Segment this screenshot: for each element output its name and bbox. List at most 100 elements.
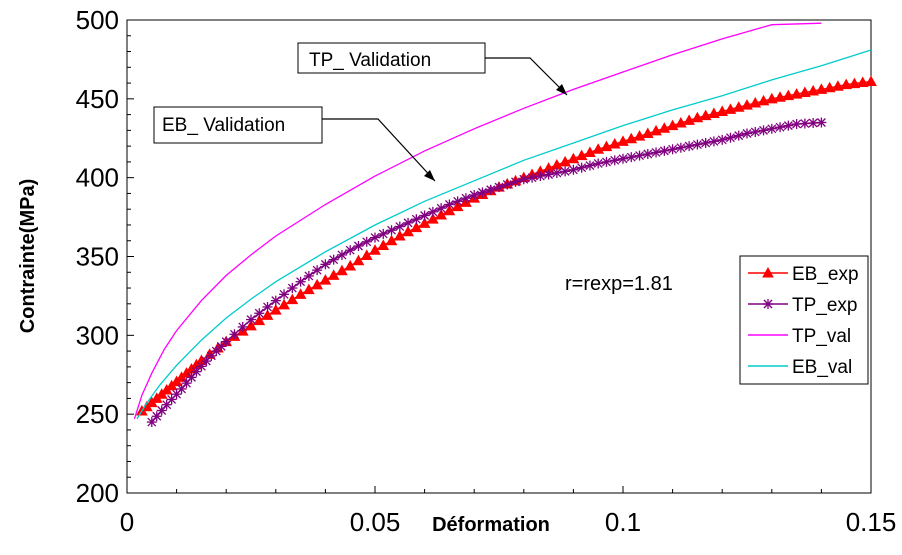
data-point-tp-exp bbox=[684, 141, 695, 152]
data-point-tp-exp bbox=[783, 120, 794, 131]
data-point-eb-exp bbox=[807, 84, 819, 96]
r-value-annotation: r=rexp=1.81 bbox=[565, 273, 673, 295]
data-point-tp-exp bbox=[717, 134, 728, 145]
x-tick-label: 0.1 bbox=[605, 507, 641, 537]
data-point-tp-exp bbox=[634, 150, 645, 161]
legend-box bbox=[739, 255, 869, 385]
data-point-eb-exp bbox=[865, 75, 877, 86]
data-point-eb-exp bbox=[732, 101, 745, 112]
legend-label-tp-val: TP_val bbox=[792, 326, 851, 347]
data-point-eb-exp bbox=[278, 298, 290, 310]
data-point-tp-exp bbox=[708, 136, 719, 147]
data-point-tp-exp bbox=[692, 139, 703, 150]
data-point-tp-exp bbox=[502, 179, 513, 190]
data-point-eb-exp bbox=[823, 81, 836, 93]
data-point-tp-exp bbox=[452, 196, 463, 207]
data-point-tp-exp bbox=[201, 356, 212, 367]
data-point-tp-exp bbox=[477, 187, 488, 198]
data-point-tp-exp bbox=[609, 155, 620, 166]
data-point-tp-exp bbox=[618, 153, 628, 164]
data-point-eb-exp bbox=[344, 259, 357, 271]
data-point-tp-exp bbox=[485, 184, 496, 195]
series-eb-exp bbox=[136, 75, 877, 416]
data-point-tp-exp bbox=[626, 152, 637, 163]
data-point-tp-exp bbox=[460, 193, 471, 204]
data-point-tp-exp bbox=[328, 254, 339, 265]
data-point-eb-exp bbox=[699, 109, 712, 121]
data-point-eb-exp bbox=[782, 89, 795, 101]
data-point-tp-exp bbox=[775, 122, 786, 133]
data-point-tp-exp bbox=[411, 214, 422, 225]
data-point-tp-exp bbox=[799, 118, 810, 129]
data-point-eb-exp bbox=[294, 288, 307, 299]
series-layer bbox=[133, 22, 877, 428]
data-point-tp-exp bbox=[394, 221, 405, 232]
data-point-eb-exp bbox=[856, 76, 869, 88]
x-tick-label: 0 bbox=[120, 507, 134, 537]
data-point-eb-exp bbox=[815, 83, 828, 94]
series-tp-val bbox=[133, 22, 822, 420]
data-point-tp-exp bbox=[419, 210, 430, 221]
series-line-tp-val bbox=[133, 22, 822, 420]
legend-label-eb-exp: EB_exp bbox=[792, 264, 859, 285]
data-point-eb-exp bbox=[303, 283, 315, 295]
data-point-tp-exp bbox=[320, 259, 331, 270]
callout-tp-label: TP_ Validation bbox=[309, 50, 431, 71]
y-tick-label: 400 bbox=[76, 163, 119, 193]
arrowhead-eb bbox=[424, 170, 435, 181]
callout-tp-validation: TP_ Validation bbox=[297, 42, 486, 74]
legend-label-eb-val: EB_val bbox=[792, 357, 852, 378]
data-point-tp-exp bbox=[700, 137, 711, 148]
data-point-eb-exp bbox=[716, 105, 729, 116]
x-axis-title: Déformation bbox=[432, 514, 550, 536]
data-point-tp-exp bbox=[675, 142, 686, 153]
data-point-tp-exp bbox=[436, 203, 447, 214]
x-tick-label: 0.05 bbox=[350, 507, 401, 537]
data-point-tp-exp bbox=[601, 156, 612, 167]
data-point-tp-exp bbox=[370, 232, 380, 243]
data-point-tp-exp bbox=[742, 128, 752, 139]
data-point-eb-exp bbox=[410, 221, 423, 233]
data-point-eb-exp bbox=[757, 94, 770, 106]
data-point-tp-exp bbox=[593, 158, 604, 169]
series-eb-val bbox=[136, 49, 872, 420]
data-point-tp-exp bbox=[576, 162, 587, 173]
data-point-eb-exp bbox=[832, 80, 844, 91]
data-point-tp-exp bbox=[254, 308, 265, 319]
data-point-eb-exp bbox=[848, 77, 861, 89]
data-point-tp-exp bbox=[766, 123, 777, 134]
data-point-tp-exp bbox=[750, 126, 761, 137]
data-point-tp-exp bbox=[171, 389, 182, 400]
data-point-eb-exp bbox=[799, 86, 811, 98]
data-point-eb-exp bbox=[393, 229, 406, 241]
data-point-eb-exp bbox=[253, 314, 266, 326]
legend-marker-eb-exp bbox=[762, 266, 774, 278]
legend-item-tp-val: TP_val bbox=[748, 326, 851, 347]
y-tick-label: 450 bbox=[76, 84, 119, 114]
data-point-tp-exp bbox=[518, 174, 529, 185]
data-point-eb-exp bbox=[435, 208, 447, 220]
legend: EB_exp TP_exp TP_val EB_val bbox=[739, 255, 869, 385]
data-point-tp-exp bbox=[246, 314, 256, 325]
data-point-tp-exp bbox=[560, 166, 571, 177]
data-point-tp-exp bbox=[816, 117, 827, 128]
data-point-tp-exp bbox=[659, 145, 670, 156]
callout-eb-label: EB_ Validation bbox=[162, 115, 285, 136]
data-point-eb-exp bbox=[385, 234, 398, 246]
data-point-eb-exp bbox=[319, 274, 332, 285]
data-point-eb-exp bbox=[402, 225, 414, 237]
data-point-eb-exp bbox=[774, 91, 786, 102]
data-point-tp-exp bbox=[758, 125, 769, 136]
data-point-eb-exp bbox=[377, 239, 390, 250]
data-point-eb-exp bbox=[559, 155, 571, 167]
data-point-tp-exp bbox=[667, 144, 678, 155]
y-tick-label: 250 bbox=[76, 399, 119, 429]
data-point-eb-exp bbox=[427, 213, 439, 224]
data-point-eb-exp bbox=[765, 92, 778, 104]
data-point-eb-exp bbox=[352, 254, 365, 266]
data-point-tp-exp bbox=[270, 295, 281, 306]
data-point-tp-exp bbox=[535, 171, 546, 182]
data-point-tp-exp bbox=[279, 289, 290, 300]
y-tick-label: 500 bbox=[76, 5, 119, 35]
